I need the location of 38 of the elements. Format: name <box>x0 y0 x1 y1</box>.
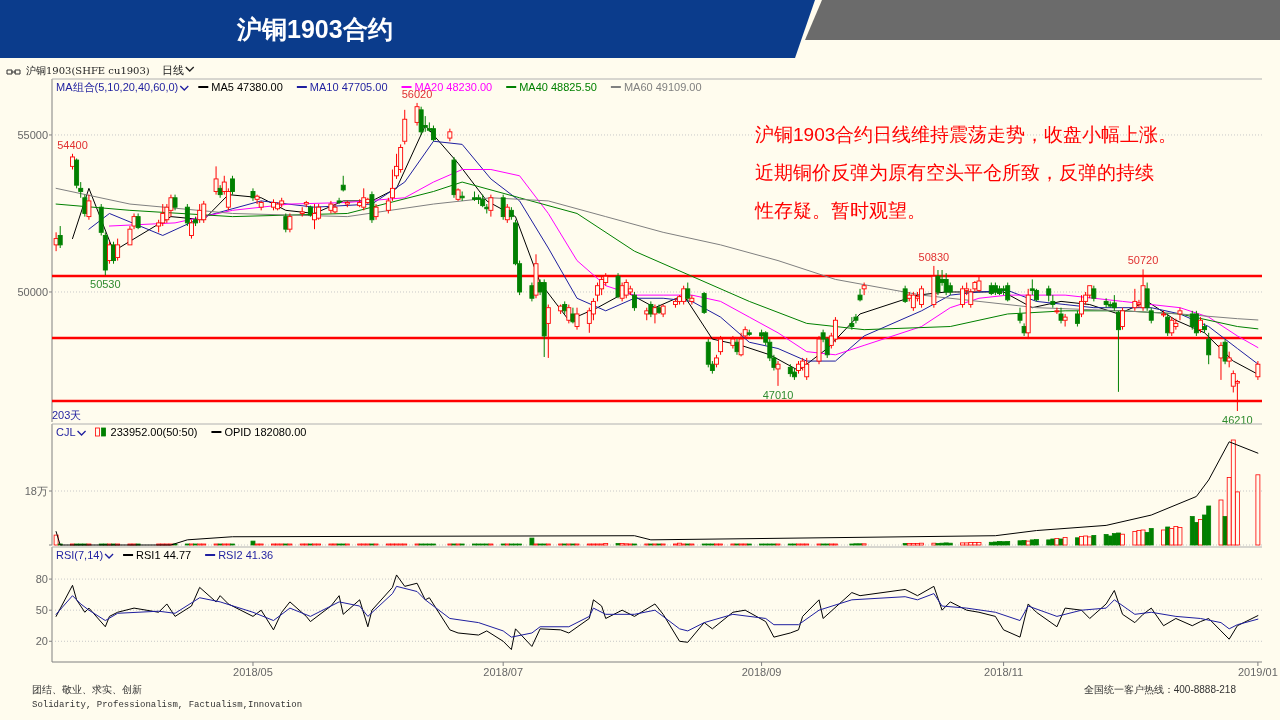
annotation: 50530 <box>90 278 121 291</box>
legend-label: OPID 182080.00 <box>224 426 307 438</box>
legend-title: MA组合(5,10,20,40,60,0) <box>56 81 179 93</box>
annotation: 性存疑。暂时观望。 <box>754 200 926 221</box>
annotation: 46210 <box>1222 414 1253 427</box>
y-tick-label: 50000 <box>17 285 48 298</box>
legend-label: MA40 48825.50 <box>519 81 597 93</box>
y-tick-label: 55000 <box>17 128 48 141</box>
legend-label: 233952.00(50:50) <box>110 426 198 438</box>
y-tick-label: 50 <box>35 604 48 617</box>
legend-label: MA60 49109.00 <box>623 81 702 93</box>
x-tick-label: 2018/09 <box>741 666 782 678</box>
annotation: 50720 <box>1127 254 1159 267</box>
annotation: 203天 <box>52 409 82 421</box>
y-tick-label: 80 <box>35 573 48 586</box>
legend-label: MA10 47705.00 <box>309 81 388 93</box>
legend-label: RSI1 44.77 <box>136 549 192 561</box>
chart-title: 沪铜1903合约 <box>236 15 393 43</box>
x-tick-label: 2018/11 <box>984 666 1024 678</box>
legend-label: MA5 47380.00 <box>211 81 283 93</box>
text: 团结、敬业、求实、创新 <box>32 684 142 695</box>
y-tick-label: 18万 <box>24 485 48 497</box>
y-tick-label: 20 <box>35 635 48 648</box>
x-tick-label: 2018/07 <box>483 666 524 678</box>
legend-title: CJL <box>56 426 76 438</box>
annotation: 47010 <box>762 388 794 401</box>
x-tick-label: 2018/05 <box>233 666 273 678</box>
annotation: 近期铜价反弹为原有空头平仓所致，反弹的持续 <box>755 162 1154 183</box>
annotation: 50830 <box>918 250 950 263</box>
text: Solidarity, Professionalism, Factualism,Innovation <box>32 700 303 710</box>
legend-title: RSI(7,14) <box>56 549 104 561</box>
text: 全国统一客户热线：400-8888-218 <box>1083 684 1237 695</box>
x-tick-label: 2019/01 <box>1238 666 1278 678</box>
legend-label: RSI2 41.36 <box>218 549 274 561</box>
text: 日线 <box>161 64 184 76</box>
text: 沪铜1903(SHFE cu1903) <box>26 65 150 76</box>
annotation: 沪铜1903合约日线维持震荡走势，收盘小幅上涨。 <box>755 124 1178 145</box>
annotation: 54400 <box>57 138 88 151</box>
